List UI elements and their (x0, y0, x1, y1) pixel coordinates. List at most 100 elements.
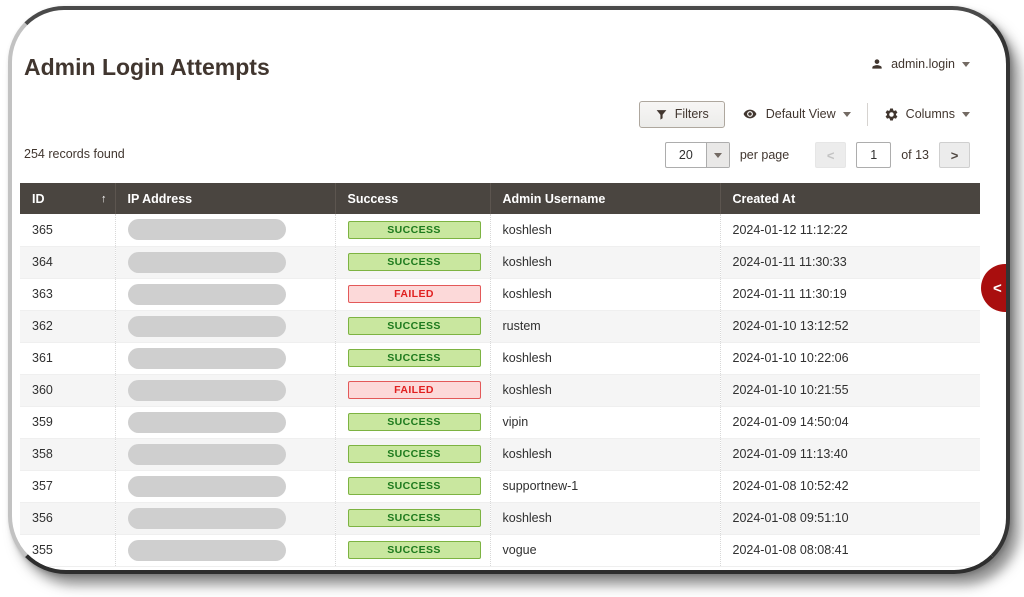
current-page-input[interactable] (856, 142, 892, 168)
status-badge: SUCCESS (347, 317, 481, 335)
cell-ip-address (114, 246, 335, 279)
cell-admin-username: vogue (489, 534, 720, 567)
cell-success: SUCCESS (334, 342, 490, 375)
prev-page-button[interactable]: < (815, 142, 847, 168)
cell-id: 356 (20, 502, 115, 535)
cell-success: SUCCESS (334, 406, 490, 439)
status-badge: SUCCESS (347, 349, 481, 367)
screenshot-frame: Admin Login Attempts admin.login Filters… (8, 6, 1010, 574)
cell-ip-address (114, 406, 335, 439)
cell-ip-address (114, 374, 335, 407)
cell-admin-username: vipin (489, 406, 720, 439)
status-badge: SUCCESS (347, 413, 481, 431)
ip-redacted-pill (127, 539, 286, 561)
cell-admin-username: koshlesh (489, 438, 720, 471)
ip-redacted-pill (127, 443, 286, 465)
ip-redacted-pill (127, 315, 286, 337)
cell-ip-address (114, 470, 335, 503)
cell-id: 359 (20, 406, 115, 439)
table-row: 359 SUCCESS vipin 2024-01-09 14:50:04 (20, 406, 980, 439)
cell-ip-address (114, 534, 335, 567)
records-summary: 254 records found (24, 147, 125, 161)
column-header-success[interactable]: Success (334, 183, 490, 214)
collapsed-panel-toggle[interactable]: < (981, 264, 1006, 312)
columns-label: Columns (905, 107, 955, 121)
cell-admin-username: koshlesh (489, 342, 720, 375)
user-menu[interactable]: admin.login (870, 57, 970, 71)
cell-ip-address (114, 278, 335, 311)
ip-redacted-pill (127, 347, 286, 369)
user-menu-label: admin.login (891, 57, 955, 71)
cell-id: 363 (20, 278, 115, 311)
arrow-up-icon: ↑ (101, 192, 107, 205)
filters-button-label: Filters (674, 107, 709, 121)
chevron-down-icon (842, 111, 851, 117)
column-header-created[interactable]: Created At (719, 183, 980, 214)
cell-success: SUCCESS (334, 214, 490, 247)
table-row: 355 SUCCESS vogue 2024-01-08 08:08:41 (20, 534, 980, 567)
default-view-label: Default View (765, 107, 836, 121)
next-page-button[interactable]: > (939, 142, 970, 168)
status-badge: SUCCESS (347, 477, 481, 495)
ip-redacted-pill (127, 507, 286, 529)
cell-id: 364 (20, 246, 115, 279)
cell-admin-username: koshlesh (489, 374, 720, 407)
person-icon (872, 59, 882, 69)
column-header-username[interactable]: Admin Username (489, 183, 720, 214)
cell-created-at: 2024-01-08 09:51:10 (719, 502, 980, 535)
status-badge: SUCCESS (347, 509, 481, 527)
chevron-down-icon (962, 61, 970, 67)
table-body: 365 SUCCESS koshlesh 2024-01-12 11:12:22 364… (20, 214, 980, 567)
cell-created-at: 2024-01-12 11:12:22 (719, 214, 980, 247)
status-badge: SUCCESS (347, 253, 481, 271)
cell-success: SUCCESS (334, 502, 490, 535)
funnel-icon (656, 109, 667, 120)
cell-success: SUCCESS (334, 534, 490, 567)
status-badge: FAILED (347, 285, 481, 303)
table-row: 360 FAILED koshlesh 2024-01-10 10:21:55 (20, 374, 980, 407)
cell-admin-username: koshlesh (489, 502, 720, 535)
cell-admin-username: koshlesh (489, 214, 720, 247)
cell-ip-address (114, 310, 335, 343)
chevron-down-icon (962, 111, 970, 117)
chevron-left-icon: < (993, 279, 1002, 297)
column-header-ip[interactable]: IP Address (114, 183, 335, 214)
cell-id: 355 (20, 534, 115, 567)
admin-page: Admin Login Attempts admin.login Filters… (12, 10, 1006, 570)
status-badge: FAILED (347, 381, 481, 399)
cell-admin-username: supportnew-1 (489, 470, 720, 503)
table-row: 365 SUCCESS koshlesh 2024-01-12 11:12:22 (20, 214, 980, 247)
select-caret-button[interactable] (705, 143, 729, 167)
status-badge: SUCCESS (347, 541, 481, 559)
status-badge: SUCCESS (347, 445, 481, 463)
cell-created-at: 2024-01-10 10:22:06 (719, 342, 980, 375)
cell-success: SUCCESS (334, 246, 490, 279)
cell-id: 361 (20, 342, 115, 375)
cell-success: SUCCESS (334, 310, 490, 343)
cell-success: SUCCESS (334, 438, 490, 471)
cell-id: 365 (20, 214, 115, 247)
pagination: 20 per page < of 13 > (664, 142, 970, 168)
default-view-control[interactable]: Default View (741, 107, 851, 121)
cell-id: 358 (20, 438, 115, 471)
ip-redacted-pill (127, 411, 286, 433)
table-row: 363 FAILED koshlesh 2024-01-11 11:30:19 (20, 278, 980, 311)
per-page-label: per page (739, 148, 790, 162)
chevron-down-icon (713, 152, 722, 158)
table-header: ID ↑ IP Address Success Admin Username C… (20, 183, 980, 214)
status-badge: SUCCESS (347, 220, 481, 239)
per-page-select[interactable]: 20 (664, 142, 730, 168)
page-title: Admin Login Attempts (24, 54, 270, 80)
ip-redacted-pill (127, 219, 286, 241)
cell-id: 357 (20, 470, 115, 503)
column-header-id[interactable]: ID ↑ (20, 183, 115, 214)
table-row: 357 SUCCESS supportnew-1 2024-01-08 10:52:4… (20, 470, 980, 503)
columns-control[interactable]: Columns (884, 107, 970, 122)
eye-icon (743, 109, 757, 119)
filters-button[interactable]: Filters (638, 100, 725, 128)
cell-ip-address (114, 502, 335, 535)
cell-id: 362 (20, 310, 115, 343)
gear-icon (885, 108, 898, 120)
toolbar-divider (866, 102, 868, 126)
cell-ip-address (114, 438, 335, 471)
